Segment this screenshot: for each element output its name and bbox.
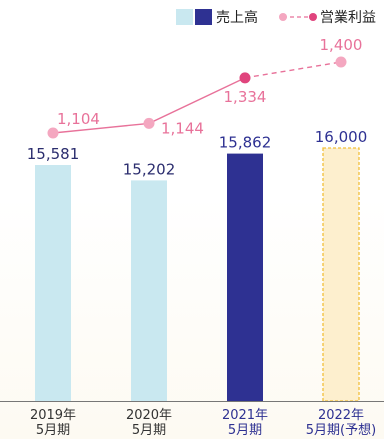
operating-profit-point-0 [47, 127, 59, 139]
category-label-1: 2020年 5月期 [126, 408, 172, 438]
legend-point-current [309, 13, 317, 21]
operating-profit-line-dashed [244, 61, 342, 79]
legend-label-operating-profit: 営業利益 [320, 10, 376, 26]
sales-bar-3 [322, 147, 360, 402]
legend-label-sales: 売上高 [216, 9, 258, 26]
legend-swatch-past-sales [176, 9, 193, 25]
operating-profit-point-3 [335, 56, 347, 68]
sales-bar-0 [35, 165, 71, 401]
legend: 売上高 営業利益 [176, 9, 376, 26]
operating-profit-label-1: 1,144 [161, 119, 204, 137]
operating-profit-line-layer: 1,104 1,144 1,334 1,400 [47, 36, 363, 139]
sales-bar-label-0: 15,581 [27, 145, 80, 163]
sales-bar-2 [227, 153, 263, 401]
sales-bar-label-3: 16,000 [315, 128, 368, 146]
operating-profit-point-1 [143, 117, 155, 129]
bar-labels: 15,581 15,202 15,862 16,000 [27, 128, 368, 178]
sales-bar-label-1: 15,202 [123, 160, 176, 178]
operating-profit-label-2: 1,334 [224, 88, 267, 106]
sales-bar-label-2: 15,862 [219, 134, 272, 152]
bars [35, 147, 360, 402]
category-label-3: 2022年 5月期(予想) [306, 408, 376, 438]
category-labels: 2019年 5月期 2020年 5月期 2021年 5月期 2022年 5月期(予想) [30, 408, 376, 438]
category-label-2: 2021年 5月期 [222, 408, 268, 438]
operating-profit-point-2 [239, 72, 251, 84]
operating-profit-label-3: 1,400 [320, 36, 363, 54]
legend-point-past [279, 13, 287, 21]
category-label-0: 2019年 5月期 [30, 408, 76, 438]
operating-profit-label-0: 1,104 [57, 110, 100, 128]
sales-bar-1 [131, 180, 167, 401]
legend-swatch-sales [195, 9, 212, 25]
